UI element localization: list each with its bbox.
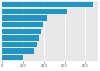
Bar — [2, 42, 37, 47]
Bar — [2, 29, 41, 34]
Bar — [2, 9, 67, 14]
Bar — [2, 2, 93, 7]
Bar — [2, 48, 34, 54]
Bar — [2, 22, 43, 27]
Bar — [2, 35, 38, 41]
Bar — [2, 55, 23, 60]
Bar — [2, 15, 47, 21]
